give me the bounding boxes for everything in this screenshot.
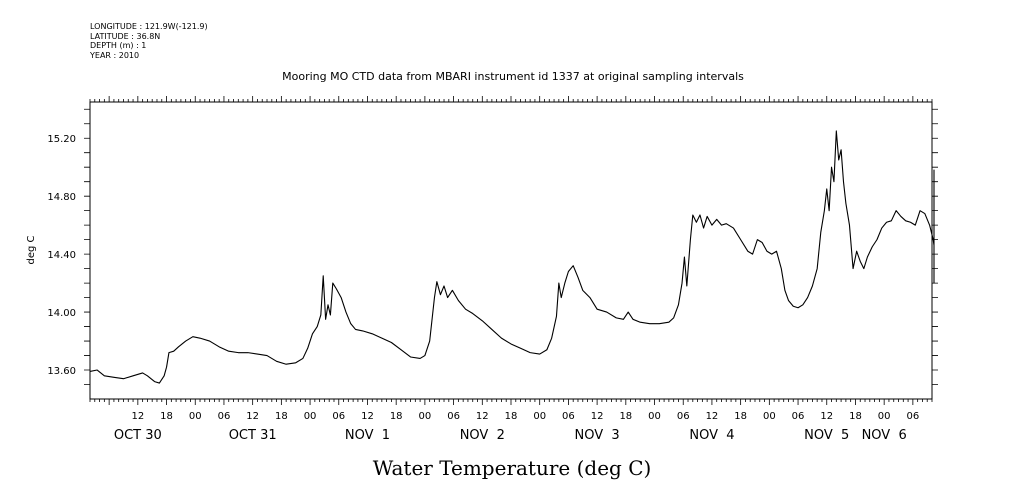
x-axis-label: Water Temperature (deg C) [373,456,652,480]
y-tick-label: 14.00 [47,308,76,319]
x-hour-label: 06 [218,411,231,422]
x-hour-label: 18 [619,411,632,422]
x-axis: 12 18 00 06 12 18 00 06 12 18 00 06 12 18 00 06 12 18 00 06… [114,411,919,443]
x-hour-label: 06 [906,411,919,422]
x-hour-label: 18 [849,411,862,422]
x-hour-label: 12 [591,411,604,422]
x-hour-label: 12 [246,411,259,422]
x-date-label: NOV 5 [804,428,849,443]
x-hour-label: 18 [275,411,288,422]
longitude-label: LONGITUDE : 121.9W(-121.9) [90,22,208,31]
x-hour-label: 12 [706,411,719,422]
x-hour-label: 00 [304,411,317,422]
x-date-label: NOV 2 [460,428,505,443]
x-date-label: NOV 6 [862,428,907,443]
latitude-label: LATITUDE : 36.8N [90,31,161,41]
x-hour-label: 18 [160,411,173,422]
y-tick-label: 14.80 [47,192,76,203]
x-hour-label: 06 [447,411,460,422]
y-tick-label: 15.20 [47,134,76,145]
x-hour-label: 18 [390,411,403,422]
x-hour-label: 18 [505,411,518,422]
x-hour-label: 12 [476,411,489,422]
x-hour-label: 12 [361,411,374,422]
x-hour-label: 00 [878,411,891,422]
minor-ticks [89,96,933,405]
y-tick-label: 13.60 [47,366,76,377]
x-date-label: NOV 3 [575,428,620,443]
y-tick-label: 14.40 [47,250,76,261]
chart-title: Mooring MO CTD data from MBARI instrumen… [282,70,744,83]
water-temperature-line [89,130,935,384]
x-hour-label: 00 [763,411,776,422]
x-hour-label: 06 [677,411,690,422]
x-hour-label: 00 [533,411,546,422]
x-date-label: NOV 1 [345,428,390,443]
metadata-block: LONGITUDE : 121.9W(-121.9) LATITUDE : 36… [90,22,208,60]
year-label: YEAR : 2010 [90,50,140,60]
x-hour-label: 06 [332,411,345,422]
x-hour-label: 12 [820,411,833,422]
x-date-label: OCT 31 [229,428,277,443]
x-hour-label: 06 [562,411,575,422]
x-hour-label: 12 [131,411,144,422]
y-tick-marks [84,108,938,385]
hourly-ticks [89,96,933,405]
x-hour-label: 00 [648,411,661,422]
x-hour-label: 06 [792,411,805,422]
plot-frame [89,101,933,400]
x-hour-label: 18 [734,411,747,422]
x-date-label: OCT 30 [114,428,162,443]
x-date-label: NOV 4 [689,428,734,443]
x-hour-label: 00 [189,411,202,422]
y-axis-label: deg C [26,235,37,264]
x-hour-label: 00 [419,411,432,422]
depth-label: DEPTH (m) : 1 [90,41,147,50]
y-axis: 13.60 14.00 14.40 14.80 15.20 [47,108,938,385]
